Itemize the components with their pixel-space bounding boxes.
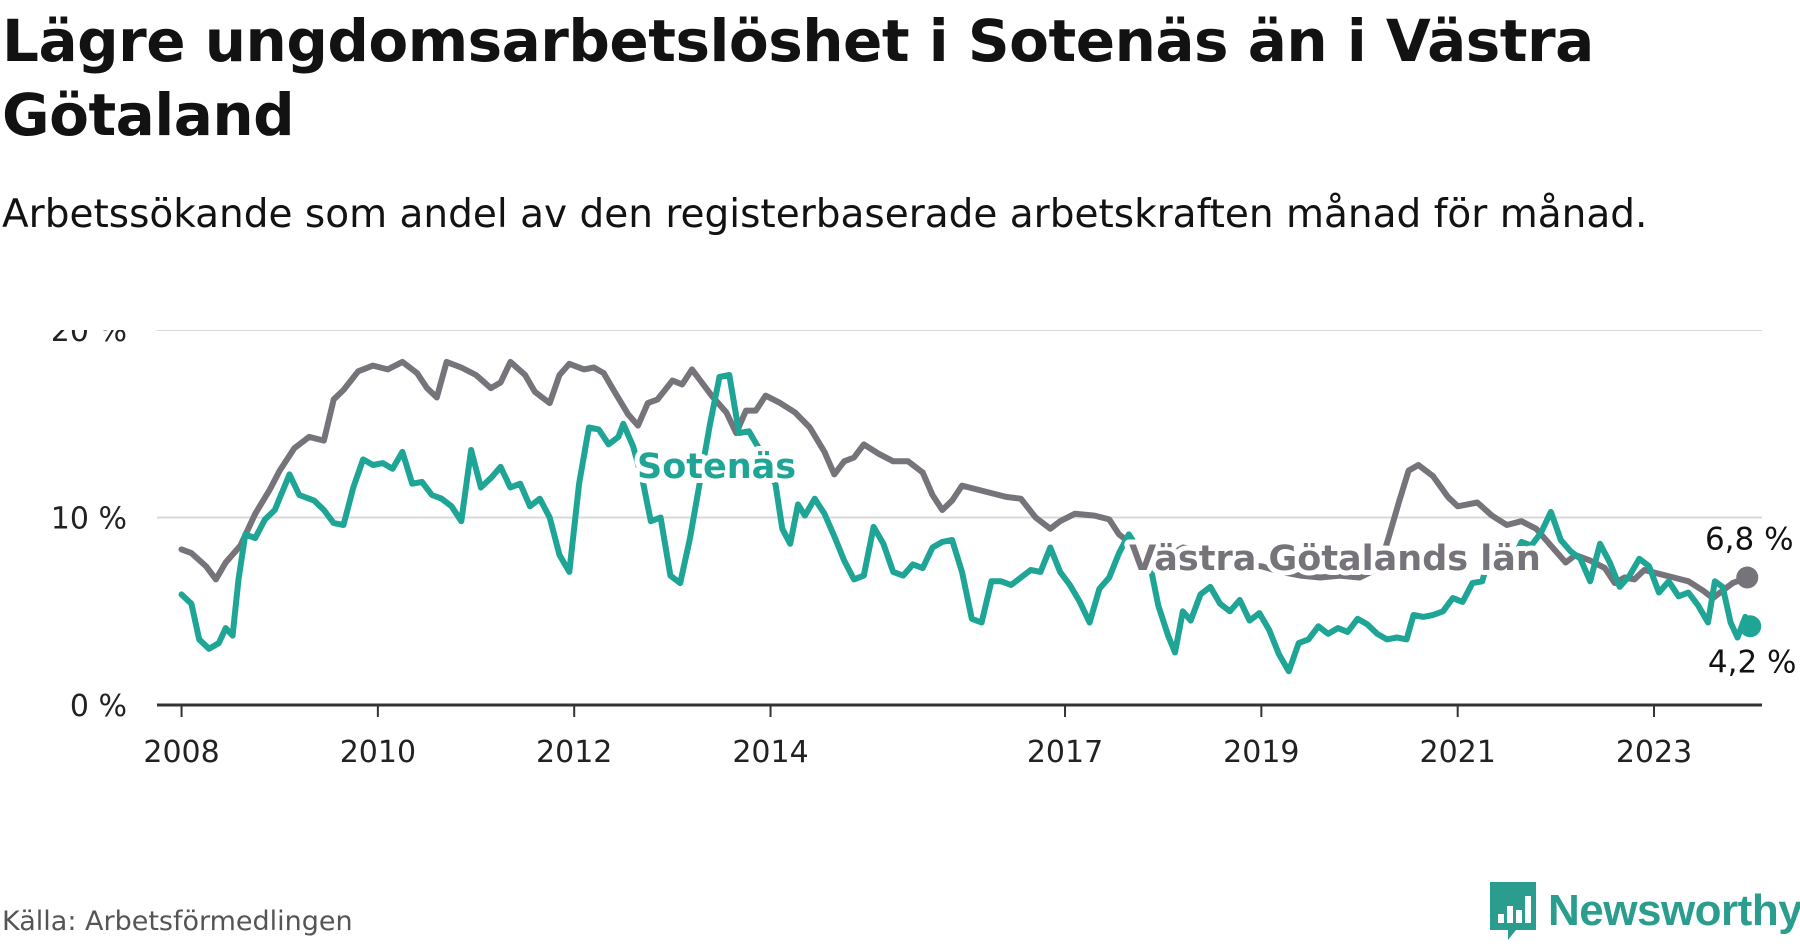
newsworthy-logo-icon xyxy=(1490,882,1536,940)
brand-logo[interactable]: Newsworthy xyxy=(1488,880,1800,942)
x-tick-label: 2010 xyxy=(340,735,416,770)
y-tick-label: 0 % xyxy=(70,689,127,724)
x-tick-label: 2008 xyxy=(143,735,219,770)
y-tick-label: 20 % xyxy=(51,330,127,349)
series-label-sotenas: Sotenäs xyxy=(637,447,796,487)
x-tick-label: 2014 xyxy=(732,735,808,770)
end-value-label-vastra-gotaland: 6,8 % xyxy=(1705,522,1794,558)
source-note: Källa: Arbetsförmedlingen xyxy=(2,906,353,937)
page-subtitle: Arbetssökande som andel av den registerb… xyxy=(2,192,1648,237)
x-tick-label: 2019 xyxy=(1223,735,1299,770)
x-tick-label: 2023 xyxy=(1616,735,1692,770)
brand-name: Newsworthy xyxy=(1548,886,1800,935)
series-line-vastra-gotaland xyxy=(178,358,1751,602)
x-tick-label: 2021 xyxy=(1420,735,1496,770)
x-tick-label: 2012 xyxy=(536,735,612,770)
y-tick-label: 10 % xyxy=(51,502,127,537)
end-value-label-sotenas: 4,2 % xyxy=(1708,644,1797,680)
series-line-sotenas xyxy=(178,372,1754,675)
line-chart: 0 % 10 % 20 % 2008 2010 2012 2014 2017 2019 2021 2… xyxy=(51,330,1800,770)
x-tick-label: 2017 xyxy=(1027,735,1103,770)
end-point-vastra-gotaland xyxy=(1736,566,1759,589)
end-point-sotenas xyxy=(1739,615,1762,638)
page-title: Lägre ungdomsarbetslöshet i Sotenäs än i… xyxy=(2,7,1594,149)
series-label-vastra-gotaland: Västra Götalands län xyxy=(1129,539,1541,579)
